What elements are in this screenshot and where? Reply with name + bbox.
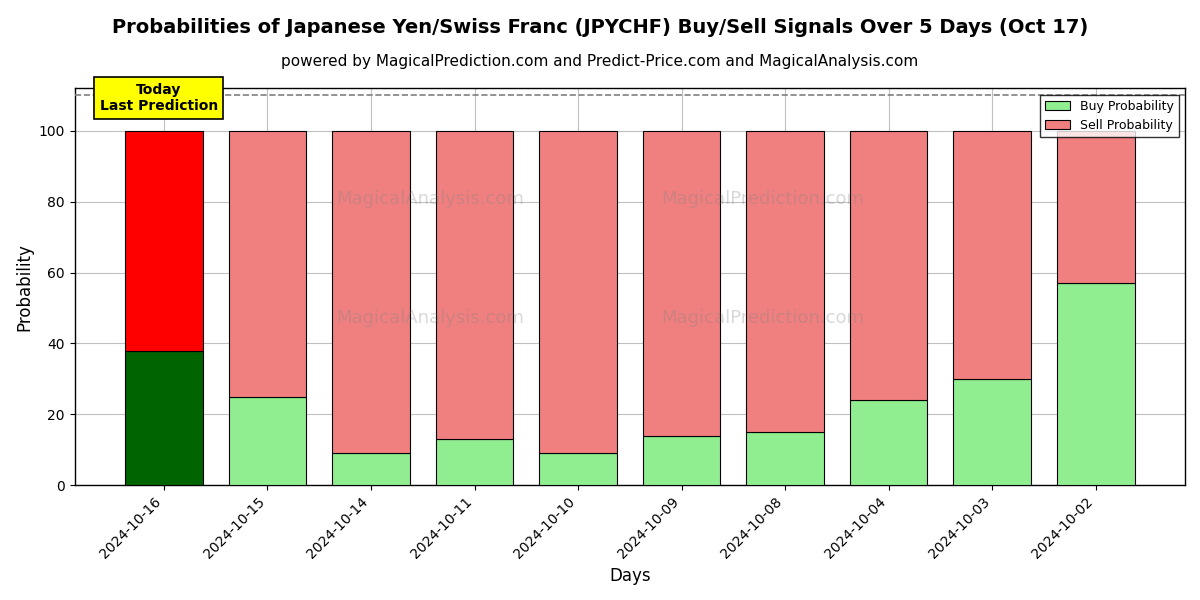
Bar [332,131,410,453]
Text: powered by MagicalPrediction.com and Predict-Price.com and MagicalAnalysis.com: powered by MagicalPrediction.com and Pre… [281,54,919,69]
Bar [125,131,203,350]
Bar [1057,283,1134,485]
Bar [229,131,306,397]
Bar [229,397,306,485]
Text: MagicalAnalysis.com: MagicalAnalysis.com [336,310,524,328]
Bar [746,432,824,485]
Legend: Buy Probability, Sell Probability: Buy Probability, Sell Probability [1040,95,1178,137]
Bar [1057,131,1134,283]
Text: MagicalPrediction.com: MagicalPrediction.com [661,310,864,328]
Bar [125,350,203,485]
Bar [953,379,1031,485]
Bar [643,131,720,436]
Bar [436,439,514,485]
Text: Today
Last Prediction: Today Last Prediction [100,83,218,113]
Bar [539,131,617,453]
Bar [746,131,824,432]
Y-axis label: Probability: Probability [16,243,34,331]
Bar [332,453,410,485]
Bar [539,453,617,485]
Bar [436,131,514,439]
Bar [953,131,1031,379]
Text: Probabilities of Japanese Yen/Swiss Franc (JPYCHF) Buy/Sell Signals Over 5 Days : Probabilities of Japanese Yen/Swiss Fran… [112,18,1088,37]
Bar [643,436,720,485]
Text: MagicalAnalysis.com: MagicalAnalysis.com [336,190,524,208]
X-axis label: Days: Days [610,567,650,585]
Bar [850,131,928,400]
Text: MagicalPrediction.com: MagicalPrediction.com [661,190,864,208]
Bar [850,400,928,485]
